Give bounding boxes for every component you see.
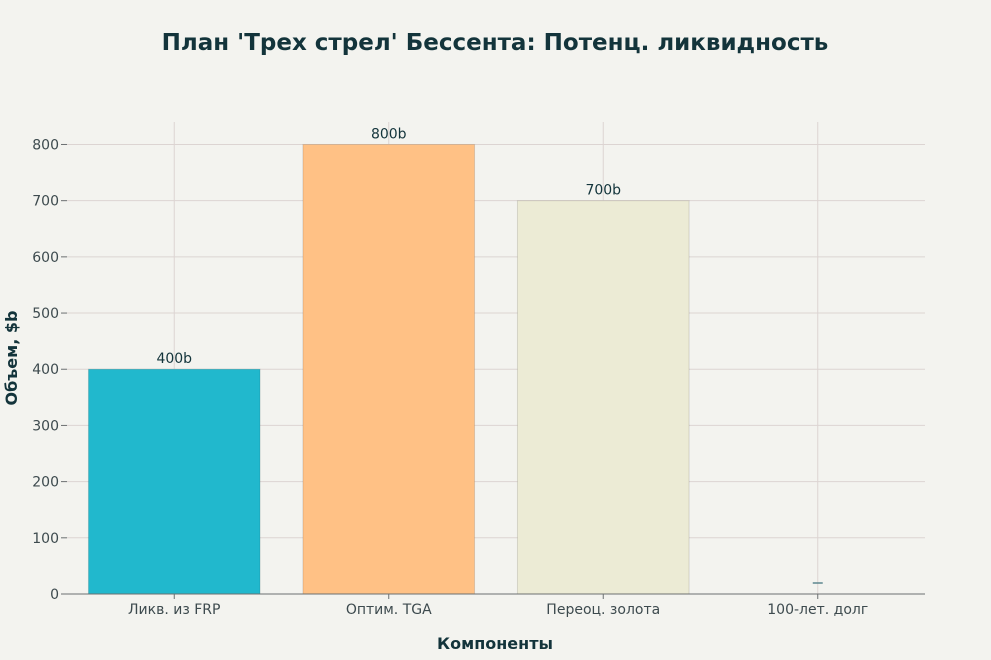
axes: 0 100 200 300 400 500 600 700 800 Ликв. из FRP Опт… bbox=[32, 137, 925, 618]
x-tick-label: Переоц. золота bbox=[546, 602, 660, 618]
y-tick-label: 700 bbox=[32, 194, 59, 210]
y-tick-label: 800 bbox=[32, 137, 59, 153]
bar bbox=[87, 368, 261, 595]
y-tick-label: 0 bbox=[50, 587, 59, 603]
y-tick-label: 200 bbox=[32, 475, 59, 491]
bars bbox=[87, 143, 823, 595]
x-tick-label: Ликв. из FRP bbox=[128, 602, 220, 618]
bar bbox=[302, 143, 476, 595]
x-tick-label: 100-лет. долг bbox=[767, 602, 868, 618]
x-axis-title: Компоненты bbox=[437, 634, 553, 653]
bar-value-label: 400b bbox=[156, 351, 192, 367]
x-tick-label: Оптим. TGA bbox=[346, 602, 432, 618]
y-axis-title: Объем, $b bbox=[2, 311, 21, 406]
bar bbox=[516, 200, 690, 595]
y-tick-label: 100 bbox=[32, 531, 59, 547]
bar-value-label: 700b bbox=[585, 183, 621, 199]
y-tick-label: 400 bbox=[32, 362, 59, 378]
bar-value-label: 800b bbox=[371, 126, 407, 142]
data-labels: 400b 800b 700b bbox=[156, 126, 621, 367]
y-tick-label: 600 bbox=[32, 250, 59, 266]
chart-title: План 'Трех стрел' Бессента: Потенц. ликв… bbox=[162, 30, 829, 56]
y-tick-label: 300 bbox=[32, 418, 59, 434]
y-tick-label: 500 bbox=[32, 306, 59, 322]
